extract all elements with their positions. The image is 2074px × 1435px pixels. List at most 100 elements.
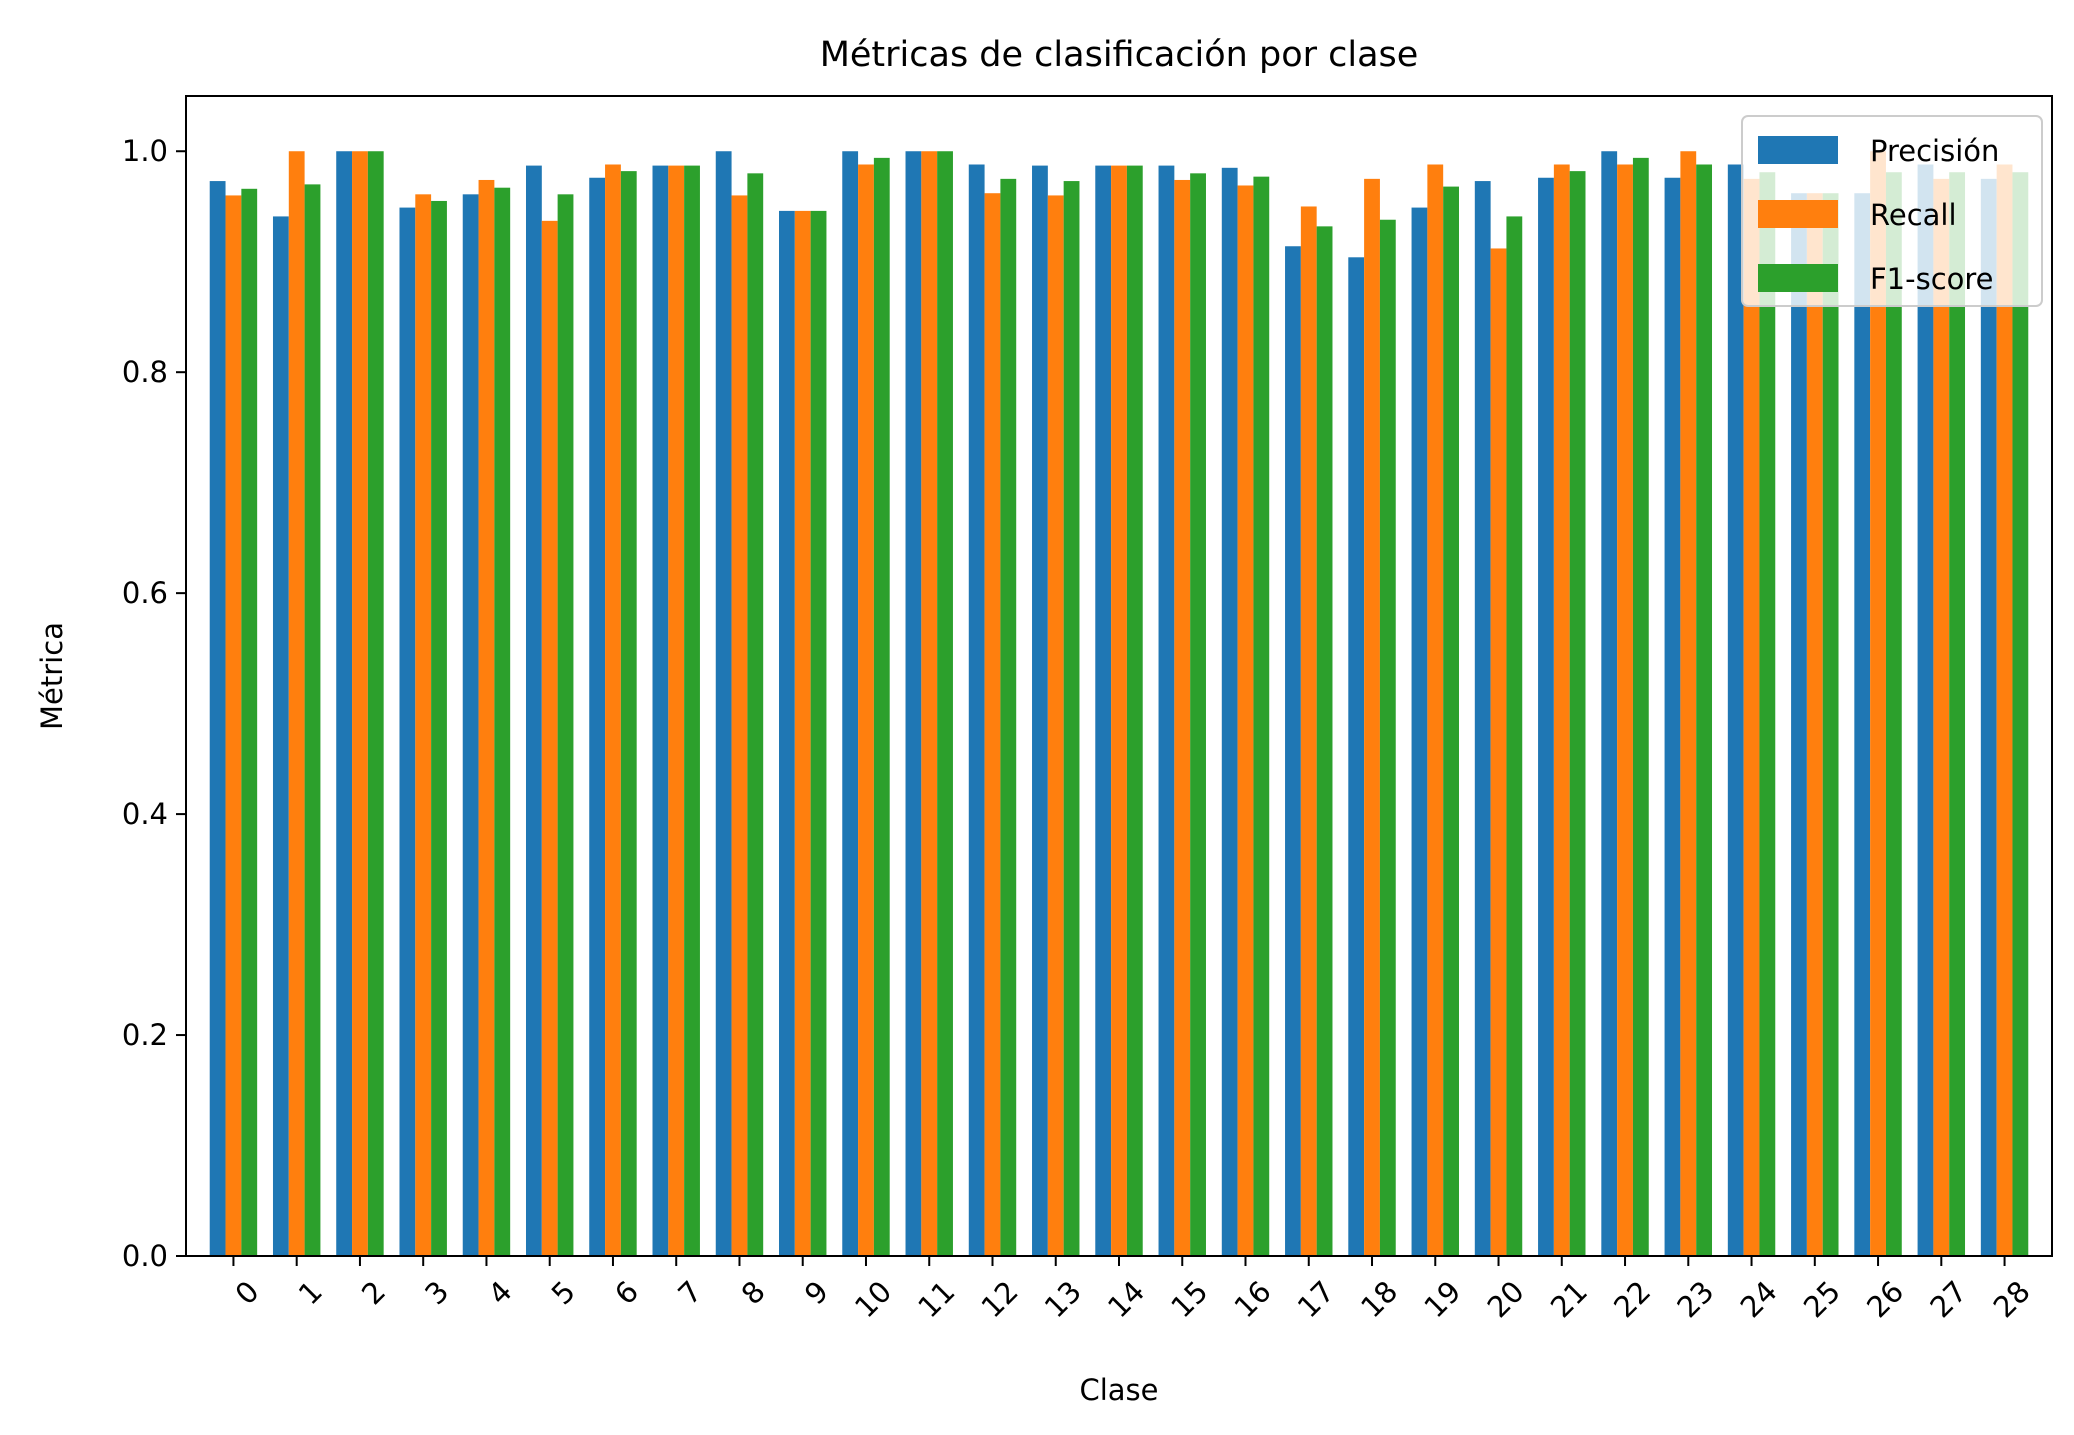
- bar-Recall-6: [605, 164, 621, 1256]
- bar-F1-score-19: [1443, 186, 1459, 1257]
- bar-Recall-16: [1237, 185, 1254, 1256]
- bar-F1-score-15: [1190, 173, 1206, 1256]
- y-tick-label: 0.6: [122, 576, 168, 610]
- bar-Precisión-8: [715, 151, 732, 1257]
- bar-Precisión-17: [1285, 246, 1301, 1256]
- bar-F1-score-22: [1632, 157, 1649, 1256]
- bar-F1-score-5: [557, 194, 574, 1256]
- bar-Recall-24: [1743, 178, 1760, 1256]
- bar-Recall-18: [1364, 178, 1380, 1256]
- bar-Precisión-26: [1854, 193, 1871, 1257]
- bar-Recall-1: [288, 151, 305, 1257]
- bar-Recall-4: [478, 179, 495, 1256]
- bar-Precisión-13: [1032, 165, 1048, 1257]
- legend-swatch: [1758, 136, 1838, 164]
- bar-Recall-28: [1996, 164, 2013, 1256]
- bar-Recall-19: [1427, 164, 1444, 1256]
- bar-Recall-14: [1111, 165, 1127, 1257]
- bar-F1-score-18: [1379, 219, 1396, 1256]
- bar-F1-score-4: [494, 187, 511, 1257]
- bar-Recall-0: [225, 195, 242, 1256]
- bar-Precisión-0: [209, 181, 226, 1257]
- bar-F1-score-6: [620, 171, 637, 1257]
- bar-Recall-15: [1174, 179, 1191, 1256]
- x-axis-label: Clase: [1079, 1373, 1158, 1407]
- bar-Recall-26: [1870, 151, 1886, 1257]
- bar-Precisión-18: [1348, 257, 1365, 1256]
- bar-F1-score-8: [747, 173, 764, 1256]
- bar-F1-score-11: [937, 151, 953, 1257]
- bar-Recall-13: [1047, 195, 1064, 1256]
- bar-F1-score-20: [1506, 216, 1523, 1256]
- y-tick-label: 0.4: [122, 797, 168, 831]
- bar-Precisión-15: [1158, 165, 1175, 1257]
- bar-F1-score-23: [1696, 164, 1713, 1256]
- y-axis-label: Métrica: [35, 622, 69, 730]
- bar-F1-score-1: [304, 184, 321, 1256]
- bar-Precisión-20: [1474, 181, 1491, 1257]
- bar-Precisión-5: [525, 165, 542, 1257]
- legend: Precisión Recall F1-score: [1741, 115, 2043, 307]
- bar-Precisión-23: [1664, 177, 1681, 1256]
- y-tick-label: 0.0: [122, 1239, 168, 1273]
- bar-Precisión-12: [968, 164, 985, 1256]
- chart-title: Métricas de clasificación por clase: [820, 35, 1419, 75]
- bar-F1-score-24: [1759, 172, 1776, 1257]
- bar-Recall-17: [1300, 206, 1317, 1256]
- legend-label: Recall: [1870, 198, 1957, 232]
- bar-Precisión-2: [336, 151, 353, 1257]
- bar-Precisión-4: [462, 194, 479, 1256]
- bar-F1-score-14: [1126, 165, 1143, 1257]
- bar-Precisión-22: [1601, 151, 1618, 1257]
- bar-F1-score-2: [367, 151, 384, 1257]
- bar-F1-score-27: [1949, 172, 1966, 1257]
- y-tick-label: 1.0: [122, 134, 168, 168]
- legend-label: Precisión: [1870, 134, 1999, 168]
- bar-F1-score-10: [873, 157, 890, 1256]
- bar-Precisión-28: [1980, 178, 1997, 1256]
- bar-Recall-11: [921, 151, 938, 1257]
- legend-swatch: [1758, 264, 1838, 292]
- legend-label: F1-score: [1870, 262, 1994, 296]
- bar-Precisión-16: [1221, 167, 1238, 1256]
- bar-Recall-3: [415, 194, 432, 1256]
- bar-F1-score-21: [1569, 171, 1586, 1257]
- bar-Recall-21: [1553, 164, 1570, 1256]
- bar-Recall-27: [1933, 178, 1950, 1256]
- bar-F1-score-28: [2012, 172, 2029, 1257]
- bar-Precisión-6: [589, 177, 606, 1256]
- bar-Recall-7: [668, 165, 685, 1257]
- bar-F1-score-26: [1885, 172, 1902, 1257]
- bar-Precisión-7: [652, 165, 669, 1257]
- bar-Precisión-10: [842, 151, 859, 1257]
- bar-Precisión-25: [1791, 193, 1807, 1257]
- y-ticks: 0.0 0.2 0.4 0.6 0.8 1.0: [122, 134, 186, 1273]
- bar-Precisión-9: [779, 210, 795, 1256]
- bar-F1-score-13: [1063, 181, 1080, 1257]
- bar-Recall-5: [541, 220, 558, 1256]
- legend-swatch: [1758, 200, 1838, 228]
- bar-Recall-23: [1680, 151, 1697, 1257]
- bar-Precisión-19: [1411, 207, 1428, 1257]
- bar-F1-score-9: [810, 210, 827, 1256]
- bar-F1-score-0: [241, 188, 258, 1256]
- bar-Precisión-14: [1095, 165, 1112, 1257]
- bar-Recall-22: [1617, 164, 1633, 1256]
- bar-F1-score-7: [684, 165, 700, 1257]
- bar-Precisión-3: [399, 207, 416, 1257]
- bar-Precisión-1: [272, 216, 289, 1256]
- bar-F1-score-25: [1822, 193, 1839, 1257]
- bar-Recall-9: [794, 210, 811, 1256]
- bar-F1-score-17: [1316, 226, 1333, 1256]
- bar-Recall-25: [1806, 193, 1823, 1257]
- bar-Precisión-11: [905, 151, 922, 1257]
- bar-Recall-2: [352, 151, 368, 1257]
- bar-Precisión-21: [1538, 177, 1554, 1256]
- bar-F1-score-16: [1253, 176, 1270, 1257]
- bar-Recall-10: [858, 164, 874, 1256]
- bar-Precisión-27: [1917, 164, 1934, 1256]
- bar-F1-score-3: [431, 200, 447, 1256]
- bar-Recall-12: [984, 193, 1001, 1257]
- y-tick-label: 0.2: [122, 1018, 168, 1052]
